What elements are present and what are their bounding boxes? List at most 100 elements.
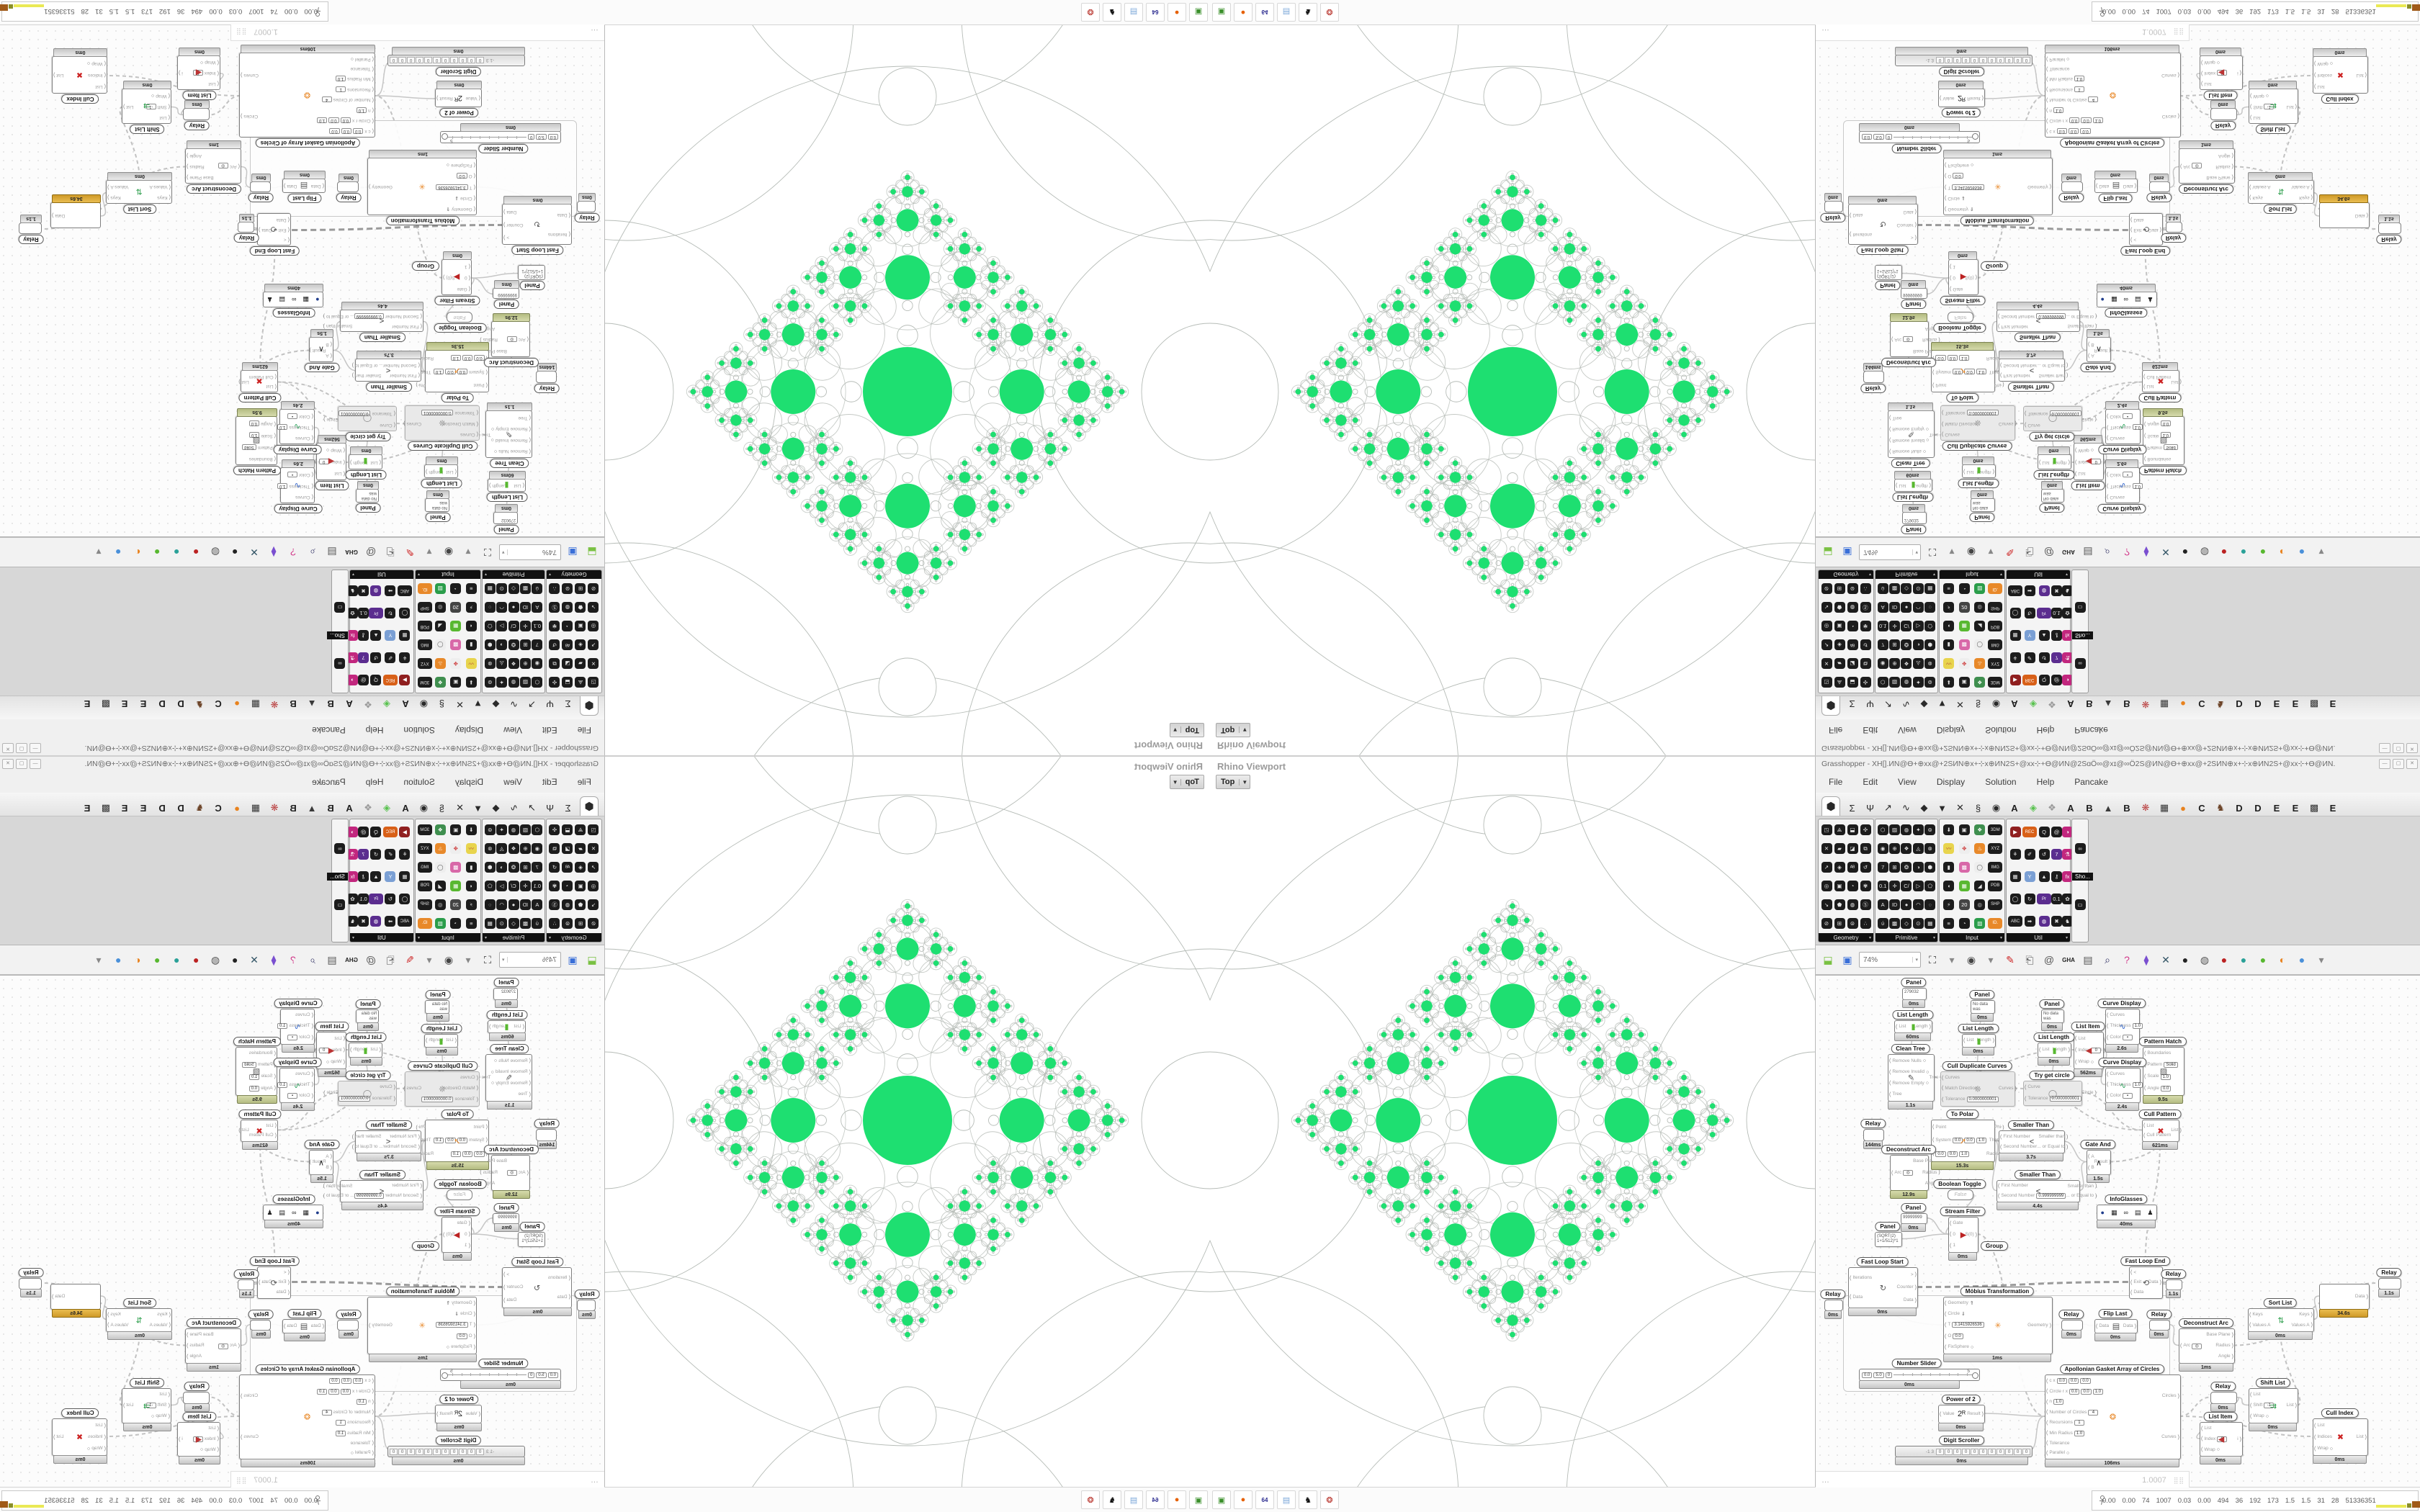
toggle-port-icon[interactable]: ○	[1926, 1069, 1930, 1075]
input-port-icon[interactable]: (	[420, 323, 422, 328]
node-relayL[interactable]	[577, 201, 596, 212]
save-file-icon[interactable]: ▣	[1842, 953, 1852, 966]
node-gand[interactable]: (A(B Result) ∧	[2087, 337, 2111, 362]
input-port-icon[interactable]: (	[372, 86, 374, 92]
primitive-component-icon-14[interactable]: ⬢	[1924, 862, 1936, 873]
node-ph[interactable]: (Boundaries(PatternSolid(Scale1.0(Angle0…	[236, 416, 277, 465]
viewport-tab-dropdown-icon[interactable]: ▼	[1170, 726, 1181, 734]
blue-sphere-icon[interactable]: ●	[2298, 954, 2305, 966]
util-component-icon-23[interactable]: ✖	[2051, 585, 2062, 596]
partial-component-icon-0[interactable]: ∞	[334, 657, 346, 669]
primitive-component-icon-7[interactable]: ❖	[508, 843, 519, 855]
input-port-icon[interactable]: (	[2075, 1048, 2077, 1053]
slider-value-box[interactable]: 5.0	[536, 1372, 547, 1378]
node-cd1[interactable]: (Curves(Thickness 1.0(Color ▪ ∿	[277, 467, 315, 503]
output-port-icon[interactable]: )	[1929, 1024, 1931, 1030]
slider-handle[interactable]	[1972, 133, 1978, 140]
node-pnd1[interactable]: No data was	[1971, 498, 1995, 512]
value-box[interactable]: 1.0	[2132, 482, 2143, 489]
value-box[interactable]: ▪	[2122, 471, 2133, 477]
util-component-icon-16[interactable]: ↻	[385, 608, 396, 618]
grasshopper-canvas[interactable]: Panel 279032 0ms List Length(List Length) ▮ 60…	[1816, 24, 2420, 537]
scroller-digit[interactable]: 0	[476, 57, 484, 64]
scroller-digit[interactable]: 0	[459, 1448, 467, 1455]
input-component-icon-9[interactable]: ▩	[450, 862, 462, 873]
plugin-tab-6[interactable]: B	[2123, 802, 2130, 814]
value-box[interactable]: 0.0	[2056, 1378, 2067, 1385]
output-port-icon[interactable]: )	[2365, 72, 2367, 78]
exit-door-icon[interactable]: ⎗	[2025, 953, 2034, 966]
input-component-icon-9[interactable]: ▩	[1958, 862, 1970, 873]
input-port-icon[interactable]: (	[468, 1243, 470, 1248]
input-port-icon[interactable]: (	[2088, 352, 2090, 358]
value-box[interactable]: 1	[336, 1420, 346, 1426]
node-ll1[interactable]: (List Length) ▮	[1894, 1020, 1932, 1033]
cat-icon[interactable]: ♞	[1299, 1490, 1317, 1509]
output-port-icon[interactable]: )	[2239, 70, 2241, 76]
node-psqrt[interactable]: (SQRT(2) 1+1/512)*1	[1875, 1232, 1902, 1247]
input-port-icon[interactable]: (	[343, 470, 345, 476]
input-port-icon[interactable]: (	[311, 472, 313, 477]
value-box[interactable]: 0.0000000001	[2049, 1096, 2081, 1102]
zoom-select[interactable]: 74% ▾	[1859, 952, 1921, 968]
node-apollo[interactable]: (c x 0.0 0.0 0.0(Circle r x 0.0 0.0 1.0(n 1.0(N…	[2045, 1374, 2181, 1459]
geometry-component-icon-10[interactable]: ᴬᴮ	[1847, 639, 1858, 650]
scroller-digit[interactable]: 0	[416, 57, 424, 64]
panel-value[interactable]: 279032	[501, 990, 516, 994]
primitive-component-icon-12[interactable]: ❂	[1901, 862, 1912, 873]
node-relayR[interactable]	[2378, 222, 2401, 234]
primitive-component-icon-23[interactable]: ◠	[496, 899, 508, 910]
node-mobius[interactable]: (Geometry ⇑(Circle ⇓(T 3.1415926536(O 0.0(Fi…	[367, 1297, 477, 1354]
input-component-icon-14[interactable]: ◢	[434, 880, 446, 891]
canvas-menu-ellipsis[interactable]: …	[590, 27, 599, 36]
input-port-icon[interactable]: (	[2314, 1434, 2316, 1440]
util-component-icon-17[interactable]: Pr	[2037, 608, 2051, 618]
menu-item-display[interactable]: Display	[454, 777, 484, 787]
scroller-digit[interactable]: 0	[442, 1448, 449, 1455]
menu-item-help[interactable]: Help	[2036, 777, 2055, 787]
blue-sphere-icon[interactable]: ●	[2298, 546, 2305, 558]
input-port-icon[interactable]: (	[330, 341, 332, 347]
value-box[interactable]: 3.1415926536	[1952, 1322, 1984, 1328]
node-relay144[interactable]	[1863, 1129, 1884, 1141]
util-component-icon-13[interactable]: ⚷	[358, 630, 369, 641]
menu-item-display[interactable]: Display	[454, 725, 484, 735]
primitive-component-icon-9[interactable]: ⊗	[484, 843, 496, 855]
value-box[interactable]: 1.0	[2132, 1023, 2143, 1030]
geometry-component-icon-22[interactable]: ⊜	[1847, 917, 1858, 929]
node-relayfl2[interactable]	[2149, 181, 2170, 192]
toggle-port-icon[interactable]: ○	[350, 56, 354, 62]
node-cd1[interactable]: (Curves(Thickness 1.0(Color ▪ ∿	[2105, 1009, 2143, 1045]
input-port-icon[interactable]: (	[468, 274, 470, 280]
maximize-button[interactable]: ▢	[16, 743, 27, 753]
input-port-icon[interactable]: (	[1945, 1311, 1947, 1317]
open-file-icon[interactable]: ⬓	[587, 953, 597, 966]
slider-value-box[interactable]: 5.0	[1873, 1372, 1884, 1378]
geometry-component-icon-3[interactable]: ✣	[1860, 824, 1871, 836]
util-component-icon-16[interactable]: ↻	[385, 894, 396, 904]
plugin-tab-13[interactable]: D	[158, 802, 166, 814]
node-sortl[interactable]: (Keys(Values A Keys) Values A) ⇅	[2248, 180, 2314, 204]
node-pnd2[interactable]: No data was	[2041, 1009, 2064, 1023]
value-box[interactable]: 1.0	[2132, 1081, 2143, 1088]
menu-item-display[interactable]: Display	[1936, 725, 1966, 735]
palette-group-label[interactable]: Primitive ▾	[1876, 570, 1937, 579]
scroller-digit[interactable]: 0	[2014, 57, 2022, 64]
util-component-icon-21[interactable]: ➡	[2024, 585, 2035, 596]
input-port-icon[interactable]: (	[1942, 420, 1944, 426]
menu-item-pancake[interactable]: Pancake	[312, 777, 346, 787]
cluster-icon[interactable]: ✕	[2161, 953, 2170, 966]
menu-item-solution[interactable]: Solution	[1985, 777, 2017, 787]
grasshopper-titlebar[interactable]: Grasshopper - XH[].ИN@Ө+⊕xx@+2SИN⊕x+⊹x⊕И…	[0, 741, 604, 755]
node-da1[interactable]: (Arc ◎ Base Plane) Radius) Angle)	[2179, 1328, 2235, 1364]
panel-value[interactable]: 99999999	[1903, 1215, 1922, 1220]
input-component-icon-17[interactable]: 20	[1958, 899, 1970, 910]
primitive-component-icon-16[interactable]: ✛	[519, 880, 531, 891]
input-port-icon[interactable]: (	[2143, 374, 2146, 379]
node-btoggle[interactable]: False	[447, 1189, 472, 1200]
node-cd2[interactable]: (Curves(Thickness 1.0(Color ▪ ∿	[277, 1068, 315, 1103]
node-iglass[interactable]: ● ▦ ∞ ▤ ♟	[2097, 1205, 2157, 1220]
preview-red-sphere-icon[interactable]: ●	[192, 546, 200, 558]
slider-value-box[interactable]: 5.0	[1873, 134, 1884, 140]
